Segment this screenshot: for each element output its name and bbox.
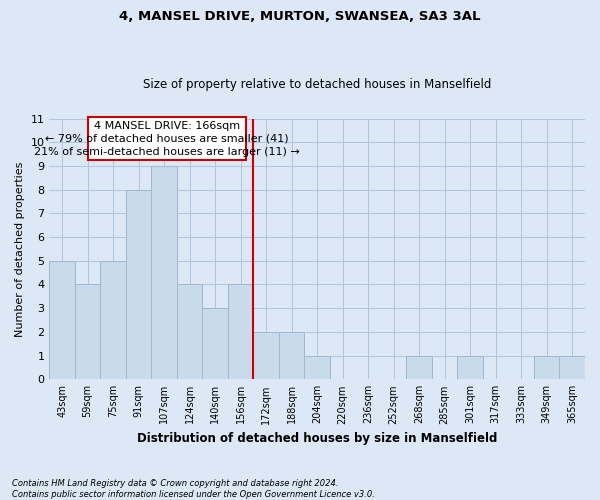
Bar xyxy=(202,308,228,380)
Bar xyxy=(304,356,330,380)
Bar xyxy=(253,332,279,380)
Text: 21% of semi-detached houses are larger (11) →: 21% of semi-detached houses are larger (… xyxy=(34,146,299,156)
Text: Contains HM Land Registry data © Crown copyright and database right 2024.: Contains HM Land Registry data © Crown c… xyxy=(12,478,338,488)
Text: 4, MANSEL DRIVE, MURTON, SWANSEA, SA3 3AL: 4, MANSEL DRIVE, MURTON, SWANSEA, SA3 3A… xyxy=(119,10,481,23)
Text: 4 MANSEL DRIVE: 166sqm: 4 MANSEL DRIVE: 166sqm xyxy=(94,120,240,130)
Bar xyxy=(406,356,432,380)
Bar xyxy=(49,261,75,380)
Bar xyxy=(228,284,253,380)
Bar xyxy=(279,332,304,380)
Title: Size of property relative to detached houses in Manselfield: Size of property relative to detached ho… xyxy=(143,78,491,91)
Bar xyxy=(177,284,202,380)
Text: Contains public sector information licensed under the Open Government Licence v3: Contains public sector information licen… xyxy=(12,490,375,499)
Text: ← 79% of detached houses are smaller (41): ← 79% of detached houses are smaller (41… xyxy=(45,134,289,143)
Bar xyxy=(559,356,585,380)
Bar xyxy=(457,356,483,380)
Bar xyxy=(151,166,177,380)
Bar xyxy=(534,356,559,380)
Bar xyxy=(100,261,126,380)
FancyBboxPatch shape xyxy=(88,118,246,160)
X-axis label: Distribution of detached houses by size in Manselfield: Distribution of detached houses by size … xyxy=(137,432,497,445)
Bar xyxy=(75,284,100,380)
Bar xyxy=(126,190,151,380)
Y-axis label: Number of detached properties: Number of detached properties xyxy=(15,161,25,336)
